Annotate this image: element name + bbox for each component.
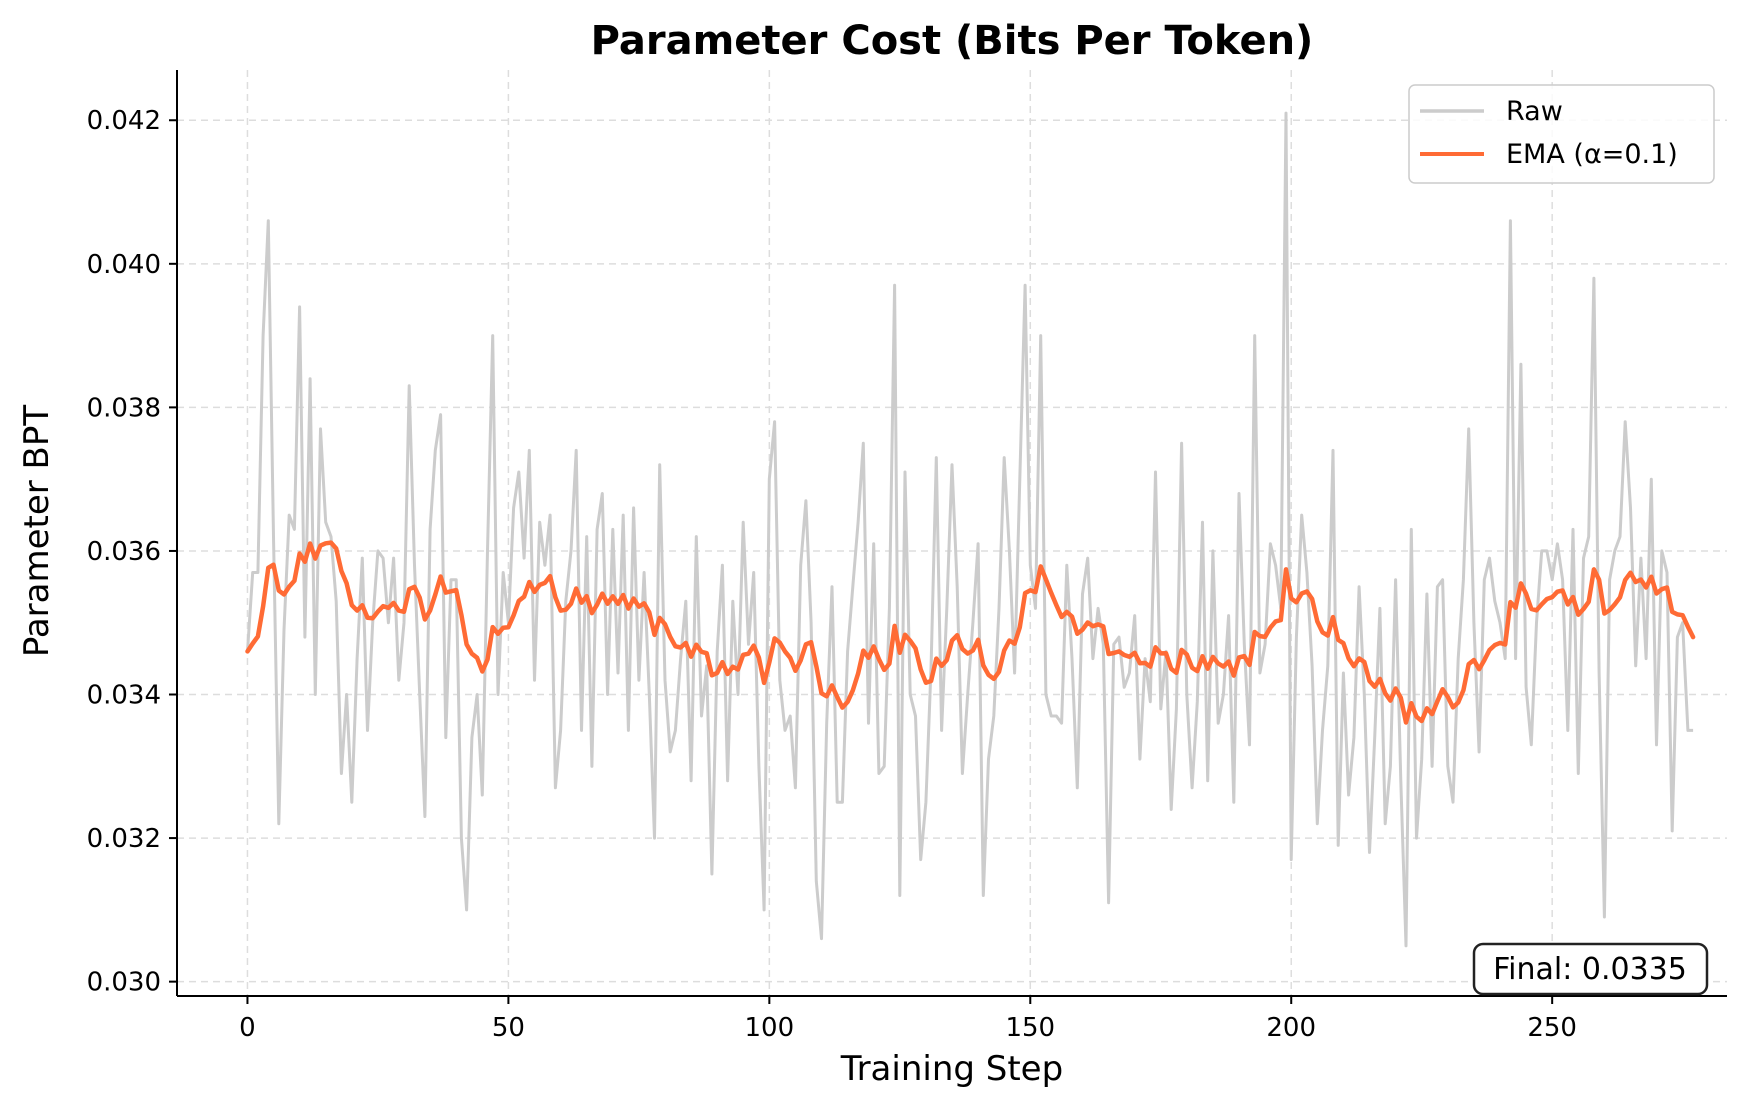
y-tick-label-2: 0.034 [87,681,161,711]
ema-series-line [245,540,1696,725]
y-tick-label-4: 0.038 [87,393,161,423]
final-value-box [1472,942,1709,996]
y-tick-label-3: 0.036 [87,537,161,567]
final-value-label: Final: 0.0335 [1493,952,1687,987]
x-tick-label-3: 150 [1005,1013,1055,1043]
ema-series [245,540,1696,725]
final-value-annotation: Final: 0.0335 [1472,942,1709,996]
x-tick-label-5: 250 [1527,1013,1577,1043]
ticks: 0 50 100 150 200 250 0.030 0.032 0.034 0.036 0.038… [87,106,1577,1043]
raw-series [246,111,1694,948]
legend-ema-label: EMA (α=0.1) [1506,139,1678,170]
y-tick-label-0: 0.030 [87,968,161,998]
y-axis-title: Parameter BPT [17,405,57,658]
x-axis-title: Training Step [840,1049,1063,1089]
grid [177,70,1727,996]
legend: Raw EMA (α=0.1) [1408,84,1715,184]
legend-box [1408,84,1715,184]
x-tick-label-2: 100 [745,1013,795,1043]
chart-title: Parameter Cost (Bits Per Token) [591,18,1314,64]
y-tick-label-6: 0.042 [87,106,161,136]
y-tick-label-5: 0.040 [87,250,161,280]
x-tick-label-0: 0 [239,1013,256,1043]
y-tick-label-1: 0.032 [87,824,161,854]
x-tick-label-1: 50 [492,1013,525,1043]
x-tick-label-4: 200 [1266,1013,1316,1043]
legend-raw-label: Raw [1506,96,1563,127]
raw-series-line [246,111,1694,948]
axes [176,70,1727,997]
